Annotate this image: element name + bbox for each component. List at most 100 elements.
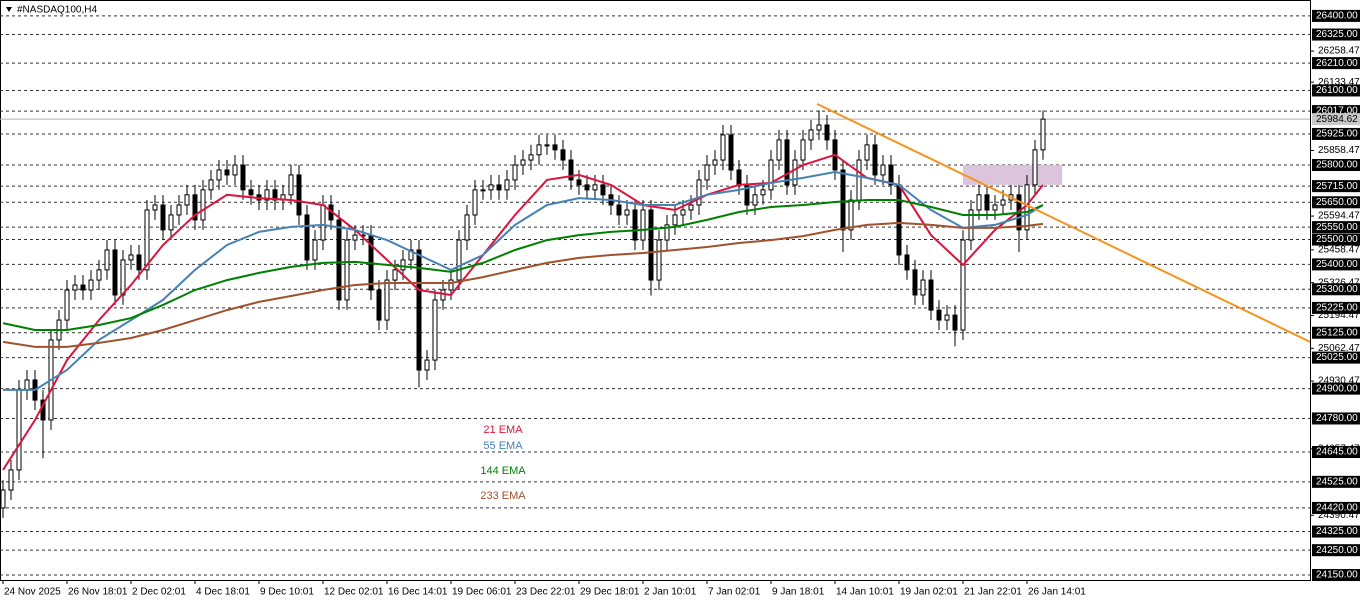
plot-area (0, 15, 1310, 576)
candle-body (464, 214, 470, 241)
candle-body (392, 269, 398, 281)
candle-body (880, 164, 886, 176)
candle-body (912, 269, 918, 296)
x-tick-label: 9 Jan 18:01 (772, 587, 825, 598)
legend-label: 21 EMA (483, 424, 523, 436)
y-tick-label: 24930.47 (1318, 376, 1360, 387)
candle-body (160, 204, 166, 231)
level-label-bg (1312, 475, 1360, 488)
candle-body (240, 164, 246, 191)
ema-line (2, 221, 1044, 348)
candle-body (512, 164, 518, 181)
price-label: 25984.62 (1316, 114, 1358, 125)
level-label: 24150.00 (1316, 570, 1358, 581)
level-label: 25300.00 (1316, 284, 1358, 295)
candle-body (1040, 118, 1046, 151)
candle-body (720, 134, 726, 161)
candle-body (712, 159, 718, 166)
level-label-bg (1312, 283, 1360, 296)
level-label-bg (1312, 301, 1360, 314)
level-label: 24420.00 (1316, 503, 1358, 514)
candle-body (976, 194, 982, 211)
y-tick-label: 25858.47 (1318, 145, 1360, 156)
level-label: 25225.00 (1316, 303, 1358, 314)
y-tick-label: 26258.47 (1318, 46, 1360, 57)
candle-body (888, 164, 894, 186)
level-label-bg (1312, 84, 1360, 97)
x-tick-label: 19 Jan 02:01 (900, 587, 958, 598)
level-label: 25125.00 (1316, 327, 1358, 338)
y-tick-label: 25458.47 (1318, 245, 1360, 256)
candle-body (568, 159, 574, 181)
candle-body (672, 214, 678, 226)
x-tick-label: 2 Dec 02:01 (132, 587, 186, 598)
candle-body (472, 189, 478, 216)
candle-body (312, 239, 318, 261)
level-label-bg (1312, 544, 1360, 557)
x-tick-label: 9 Dec 10:01 (260, 587, 314, 598)
level-label: 25400.00 (1316, 259, 1358, 270)
candle-body (864, 144, 870, 161)
candle-body (648, 209, 654, 281)
chart-title: #NASDAQ100,H4 (17, 5, 97, 16)
candle-body (704, 164, 710, 181)
candle-body (168, 214, 174, 231)
level-label-bg (1312, 258, 1360, 271)
candle-body (664, 224, 670, 241)
candle-body (600, 184, 606, 196)
candle-body (304, 214, 310, 261)
level-label-bg (1312, 525, 1360, 538)
y-tick-label: 26133.47 (1318, 77, 1360, 88)
y-tick-label: 25062.47 (1318, 343, 1360, 354)
candle-body (592, 184, 598, 191)
candle-body (296, 174, 302, 216)
candle-body (824, 124, 830, 141)
candle-body (432, 299, 438, 361)
candle-body (192, 194, 198, 221)
candle-body (288, 174, 294, 196)
level-label: 25550.00 (1316, 222, 1358, 233)
candle-body (656, 239, 662, 281)
legend-label: 144 EMA (480, 465, 526, 477)
level-label-bg (1312, 412, 1360, 425)
candle-body (584, 184, 590, 191)
candle-body (400, 259, 406, 271)
legend-label: 233 EMA (480, 490, 526, 502)
candle-body (24, 379, 30, 391)
candle-body (96, 269, 102, 281)
level-label-bg (1312, 159, 1360, 172)
level-label-bg (1312, 501, 1360, 514)
candle-body (80, 284, 86, 291)
candle-body (752, 194, 758, 206)
x-tick-label: 12 Dec 02:01 (324, 587, 384, 598)
candle-body (960, 239, 966, 331)
y-tick-label: 25194.47 (1318, 310, 1360, 321)
candle-body (936, 309, 942, 321)
level-label-bg (1312, 180, 1360, 193)
level-label: 25715.00 (1316, 181, 1358, 192)
candle-body (624, 209, 630, 216)
x-tick-label: 19 Dec 06:01 (452, 587, 512, 598)
candle-body (376, 289, 382, 321)
candle-body (544, 144, 550, 147)
candle-body (536, 144, 542, 156)
candle-body (992, 204, 998, 211)
candle-body (808, 129, 814, 141)
level-label: 24250.00 (1316, 545, 1358, 556)
level-label: 24325.00 (1316, 526, 1358, 537)
candle-body (200, 189, 206, 221)
level-label: 26017.00 (1316, 106, 1358, 117)
ema-line (3, 170, 1044, 391)
level-label: 24900.00 (1316, 383, 1358, 394)
candle-body (952, 314, 958, 331)
x-tick-label: 16 Dec 14:01 (388, 587, 448, 598)
ema-line (2, 199, 1044, 331)
candle-body (816, 124, 822, 131)
x-tick-label: 4 Dec 18:01 (196, 587, 250, 598)
candle-body (1032, 149, 1038, 186)
y-tick-label: 25326.47 (1318, 277, 1360, 288)
candle-body (176, 204, 182, 216)
y-tick-label: 25594.47 (1318, 211, 1360, 222)
candle-body (0, 489, 6, 509)
candle-body (968, 209, 974, 241)
